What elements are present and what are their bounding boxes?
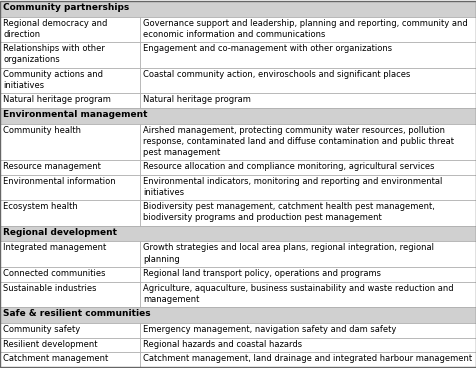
Bar bbox=[140, 323, 476, 337]
Text: Resource allocation and compliance monitoring, agricultural services: Resource allocation and compliance monit… bbox=[143, 162, 435, 171]
Bar bbox=[0, 352, 140, 367]
Bar bbox=[140, 267, 476, 282]
Bar bbox=[140, 352, 476, 367]
Text: Natural heritage program: Natural heritage program bbox=[3, 95, 111, 104]
Bar bbox=[140, 241, 476, 267]
Text: Growth strategies and local area plans, regional integration, regional
planning: Growth strategies and local area plans, … bbox=[143, 244, 435, 263]
Text: Airshed management, protecting community water resources, pollution
response, co: Airshed management, protecting community… bbox=[143, 125, 455, 157]
Bar bbox=[0, 241, 140, 267]
Text: Environmental indicators, monitoring and reporting and environmental
initiatives: Environmental indicators, monitoring and… bbox=[143, 177, 443, 197]
Text: Regional development: Regional development bbox=[3, 228, 117, 237]
Bar bbox=[0, 17, 140, 42]
Bar bbox=[140, 93, 476, 108]
Bar bbox=[140, 160, 476, 175]
Bar bbox=[140, 124, 476, 160]
Bar bbox=[0, 282, 140, 307]
Bar bbox=[0, 337, 140, 352]
Text: Engagement and co-management with other organizations: Engagement and co-management with other … bbox=[143, 44, 393, 53]
Bar bbox=[0, 307, 476, 323]
Bar bbox=[140, 175, 476, 200]
Bar bbox=[140, 68, 476, 93]
Bar bbox=[0, 200, 140, 226]
Text: Community partnerships: Community partnerships bbox=[3, 3, 129, 12]
Text: Integrated management: Integrated management bbox=[3, 244, 106, 252]
Text: Agriculture, aquaculture, business sustainability and waste reduction and
manage: Agriculture, aquaculture, business susta… bbox=[143, 284, 454, 304]
Text: Coastal community action, enviroschools and significant places: Coastal community action, enviroschools … bbox=[143, 70, 411, 79]
Bar bbox=[0, 160, 140, 175]
Bar bbox=[140, 282, 476, 307]
Text: Catchment management: Catchment management bbox=[3, 354, 108, 363]
Text: Community safety: Community safety bbox=[3, 325, 80, 334]
Bar bbox=[0, 267, 140, 282]
Bar bbox=[0, 42, 140, 68]
Text: Environmental management: Environmental management bbox=[3, 110, 148, 119]
Bar bbox=[140, 17, 476, 42]
Text: Resource management: Resource management bbox=[3, 162, 101, 171]
Text: Environmental information: Environmental information bbox=[3, 177, 116, 186]
Text: Regional democracy and
direction: Regional democracy and direction bbox=[3, 19, 108, 39]
Bar bbox=[140, 337, 476, 352]
Bar bbox=[0, 1, 476, 17]
Text: Sustainable industries: Sustainable industries bbox=[3, 284, 97, 293]
Text: Connected communities: Connected communities bbox=[3, 269, 106, 278]
Bar bbox=[0, 93, 140, 108]
Text: Community health: Community health bbox=[3, 125, 81, 135]
Bar bbox=[0, 226, 476, 241]
Text: Governance support and leadership, planning and reporting, community and
economi: Governance support and leadership, plann… bbox=[143, 19, 468, 39]
Text: Resilient development: Resilient development bbox=[3, 340, 98, 348]
Bar bbox=[0, 323, 140, 337]
Text: Natural heritage program: Natural heritage program bbox=[143, 95, 251, 104]
Text: Regional hazards and coastal hazards: Regional hazards and coastal hazards bbox=[143, 340, 303, 348]
Bar bbox=[0, 124, 140, 160]
Text: Safe & resilient communities: Safe & resilient communities bbox=[3, 309, 150, 318]
Text: Catchment management, land drainage and integrated harbour management: Catchment management, land drainage and … bbox=[143, 354, 473, 363]
Text: Relationships with other
organizations: Relationships with other organizations bbox=[3, 44, 105, 64]
Text: Biodiversity pest management, catchment health pest management,
biodiversity pro: Biodiversity pest management, catchment … bbox=[143, 202, 435, 222]
Text: Regional land transport policy, operations and programs: Regional land transport policy, operatio… bbox=[143, 269, 381, 278]
Bar bbox=[0, 108, 476, 124]
Bar bbox=[0, 175, 140, 200]
Bar bbox=[140, 200, 476, 226]
Bar bbox=[140, 42, 476, 68]
Bar bbox=[0, 68, 140, 93]
Text: Ecosystem health: Ecosystem health bbox=[3, 202, 78, 211]
Text: Emergency management, navigation safety and dam safety: Emergency management, navigation safety … bbox=[143, 325, 397, 334]
Text: Community actions and
initiatives: Community actions and initiatives bbox=[3, 70, 103, 90]
